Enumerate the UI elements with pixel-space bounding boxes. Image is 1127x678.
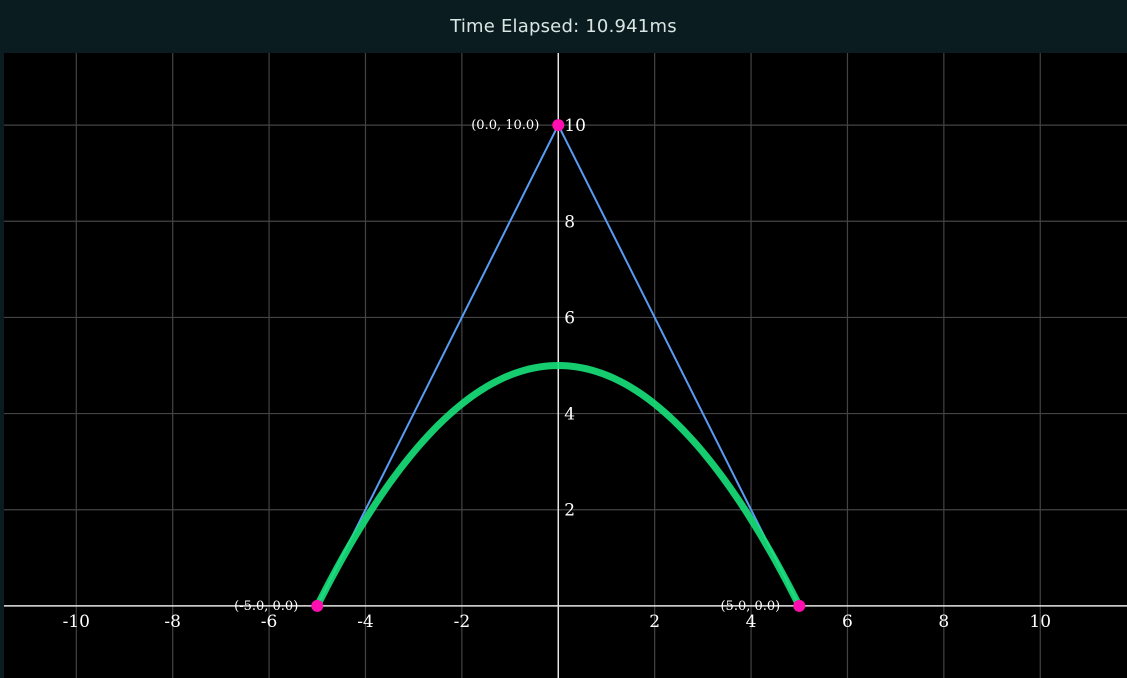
y-tick-label: 10 xyxy=(564,116,586,136)
control-point-label: (5.0, 0.0) xyxy=(720,599,780,614)
plot-canvas[interactable]: -10 -8 -6 -4 -2 2 4 6 8 10 2 4 6 8 10 (-5.0, 0.0) (0.0,… xyxy=(4,53,1127,678)
time-elapsed-value: 10.941ms xyxy=(585,16,677,37)
y-tick-label: 4 xyxy=(564,405,575,425)
bezier-curve xyxy=(313,361,803,610)
x-tick-label: -10 xyxy=(63,612,90,632)
control-points-layer[interactable]: (-5.0, 0.0) (0.0, 10.0) (5.0, 0.0) xyxy=(234,118,806,614)
control-point-label: (0.0, 10.0) xyxy=(471,118,539,133)
bezier-plot[interactable]: -10 -8 -6 -4 -2 2 4 6 8 10 2 4 6 8 10 (-5.0, 0.0) (0.0,… xyxy=(4,53,1127,678)
x-tick-label: 2 xyxy=(649,612,660,632)
tick-labels: -10 -8 -6 -4 -2 2 4 6 8 10 2 4 6 8 10 xyxy=(63,116,1051,632)
x-tick-label: 6 xyxy=(842,612,853,632)
x-tick-label: -4 xyxy=(357,612,374,632)
y-tick-label: 8 xyxy=(564,212,575,232)
grid-lines xyxy=(4,53,1127,678)
control-point-label: (-5.0, 0.0) xyxy=(234,599,298,614)
control-point[interactable] xyxy=(311,599,324,612)
x-tick-label: 8 xyxy=(938,612,949,632)
y-tick-label: 2 xyxy=(564,501,575,521)
x-tick-label: -6 xyxy=(261,612,278,632)
control-point[interactable] xyxy=(793,599,806,612)
x-tick-label: 4 xyxy=(746,612,757,632)
y-tick-label: 6 xyxy=(564,308,575,328)
curve-layer xyxy=(313,361,803,610)
x-tick-label: 10 xyxy=(1029,612,1051,632)
time-elapsed-text: Time Elapsed: 10.941ms xyxy=(450,16,677,37)
x-tick-label: -2 xyxy=(454,612,471,632)
x-tick-label: -8 xyxy=(164,612,181,632)
time-elapsed-label: Time Elapsed: xyxy=(450,16,580,37)
status-header: Time Elapsed: 10.941ms xyxy=(0,0,1127,53)
control-point[interactable] xyxy=(552,119,565,132)
